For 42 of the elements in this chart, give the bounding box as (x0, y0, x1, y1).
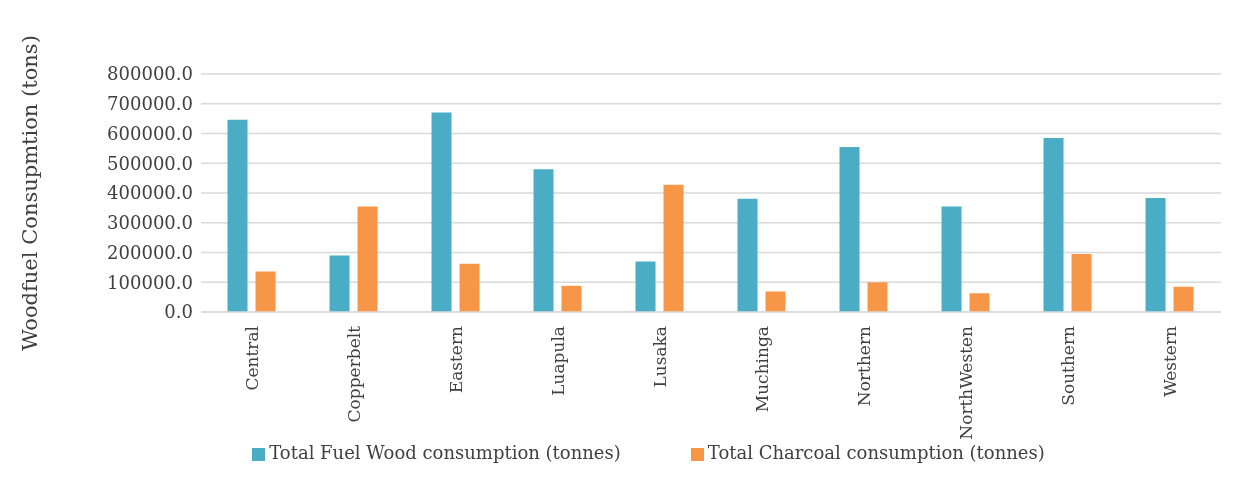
y-tick-label: 100000.0 (107, 271, 193, 293)
x-tick-label: Muchinga (752, 326, 772, 413)
y-tick-label: 200000.0 (107, 241, 193, 263)
bar (1043, 137, 1064, 312)
legend-label: Total Fuel Wood consumption (tonnes) (269, 442, 621, 463)
bar (533, 169, 554, 312)
y-tick-label: 800000.0 (107, 63, 193, 85)
x-tick-label: Central (242, 326, 262, 391)
bar (431, 112, 452, 312)
bar (357, 206, 378, 312)
x-tick-label: Lusaka (650, 326, 670, 388)
bar (561, 285, 582, 312)
bar (969, 293, 990, 312)
legend-label: Total Charcoal consumption (tonnes) (707, 442, 1045, 463)
y-tick-label: 300000.0 (107, 212, 193, 234)
bar (737, 198, 758, 312)
bar (867, 282, 888, 312)
bar (1145, 198, 1166, 312)
x-tick-label: Northern (854, 325, 874, 407)
bar (765, 291, 786, 312)
x-tick-label: NorthWesten (956, 325, 976, 440)
bar (329, 255, 350, 312)
bar (1173, 286, 1194, 312)
x-tick-label: Western (1160, 325, 1180, 397)
y-axis-title: Woodfuel Consupmtion (tons) (18, 35, 43, 351)
x-tick-label: Copperbelt (344, 325, 364, 423)
x-tick-label: Southern (1058, 325, 1078, 406)
y-tick-label: 500000.0 (107, 152, 193, 174)
bar (663, 184, 684, 312)
y-tick-label: 0.0 (164, 301, 193, 323)
x-tick-label: Eastern (446, 325, 466, 394)
x-tick-label: Luapula (548, 326, 568, 396)
bar (255, 271, 276, 312)
bar (459, 263, 480, 312)
bar (635, 261, 656, 312)
bar (839, 146, 860, 312)
bar (227, 119, 248, 312)
y-tick-label: 400000.0 (107, 182, 193, 204)
bar (1071, 253, 1092, 312)
bar (941, 206, 962, 312)
y-tick-label: 700000.0 (107, 93, 193, 115)
y-tick-label: 600000.0 (107, 122, 193, 144)
